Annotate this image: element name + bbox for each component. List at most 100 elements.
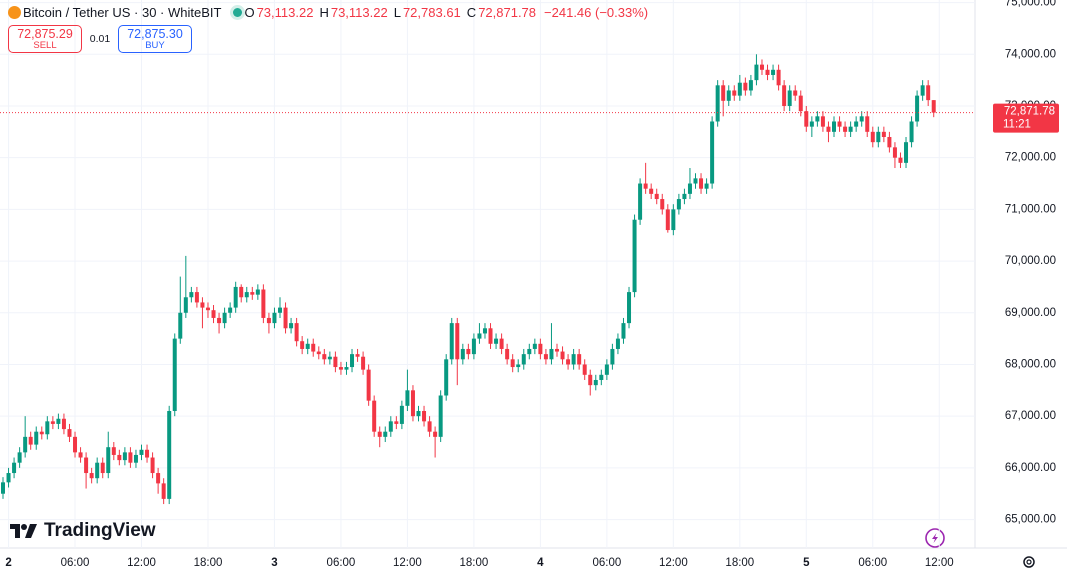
candle-body [56,418,61,424]
candle-body [721,85,726,101]
gear-icon[interactable] [1023,556,1035,568]
candle-body [926,85,931,101]
candle-body [477,333,482,339]
candle-body [327,356,332,360]
candle-body [139,449,144,455]
candle-body [771,69,776,75]
candle-body [782,85,787,106]
candle-body [787,90,792,106]
candle-body [748,80,753,91]
candle-body [726,90,731,101]
candle-body [494,338,499,344]
legend-header: Bitcoin / Tether US · 30 · WhiteBIT O 73,… [8,3,650,21]
y-tick-label: 70,000.00 [1005,255,1056,267]
candle-body [615,338,620,349]
candle-body [604,364,609,375]
candle-body [239,286,244,298]
candle-body [599,374,604,380]
y-tick-label: 74,000.00 [1005,48,1056,60]
brand-logo[interactable]: TradingView [10,520,156,542]
candle-body [117,454,122,461]
candle-body [283,307,288,329]
candle-body [892,147,897,158]
candle-body [311,343,316,352]
buy-button[interactable]: 72,875.30 BUY [118,25,192,53]
candle-body [632,219,637,293]
candle-body [759,64,764,70]
candle-body [898,157,903,163]
change-value: −241.46 (−0.33%) [544,4,649,20]
candle-body [516,364,521,368]
candle-body [278,307,282,313]
h-label: H [319,4,329,20]
x-tick-label: 2 [5,557,11,569]
candle-body [156,473,161,484]
candle-body [521,354,526,365]
candle-body [316,351,321,355]
candle-body [765,69,770,75]
y-tick-label: 65,000.00 [1005,514,1056,526]
candle-body [627,292,632,324]
candle-body [100,462,105,474]
candle-body [106,447,111,474]
x-tick-label: 18:00 [725,557,754,569]
candle-body [549,348,554,360]
candle-body [255,289,260,295]
candle-body [167,411,172,499]
candle-body [854,121,859,127]
candle-body [505,348,510,360]
candle-body [693,178,698,184]
candle-body [881,131,886,137]
candle-body [344,367,349,370]
candle-body [300,341,305,349]
candle-body [798,95,803,112]
candle-body [366,369,371,401]
candle-body [261,289,266,318]
x-tick-label: 06:00 [592,557,621,569]
candle-body [244,292,249,298]
candle-body [593,379,598,386]
x-tick-label: 06:00 [858,557,887,569]
candle-body [510,359,515,368]
candle-body [732,90,737,96]
candle-body [377,431,382,437]
close-value: 72,871.78 [478,4,537,20]
candle-body [710,121,715,184]
candle-body [61,418,66,430]
candle-body [422,411,427,422]
candle-body [73,436,78,453]
candle-body [809,121,814,127]
candle-body [887,137,892,148]
candle-body [543,354,548,360]
candle-body [433,431,438,437]
low-value: 72,783.61 [402,4,461,20]
candle-body [289,323,294,329]
candle-body [200,302,205,308]
quantity[interactable]: 0.01 [89,33,111,45]
x-tick-label: 18:00 [194,557,223,569]
candle-body [870,131,875,143]
candle-body [67,429,72,437]
candle-body [250,292,255,295]
high-value: 73,113.22 [330,4,388,20]
candle-body [122,452,127,461]
sell-button[interactable]: 72,875.29 SELL [8,25,82,53]
candle-body [355,354,360,357]
candle-body [699,178,704,189]
candle-body [150,457,155,474]
candle-body [915,95,920,122]
x-tick-label: 12:00 [925,557,954,569]
candle-body [228,307,233,313]
candle-body [660,199,665,210]
candle-body [482,328,487,334]
grid [0,0,975,548]
market-status [233,7,243,17]
candle-body [560,351,565,360]
candle-body [394,421,399,424]
alert-icon[interactable] [925,528,945,548]
candle-body [471,338,476,355]
candle-body [566,359,571,365]
candle-body [588,374,593,386]
y-tick-label: 66,000.00 [1005,462,1056,474]
